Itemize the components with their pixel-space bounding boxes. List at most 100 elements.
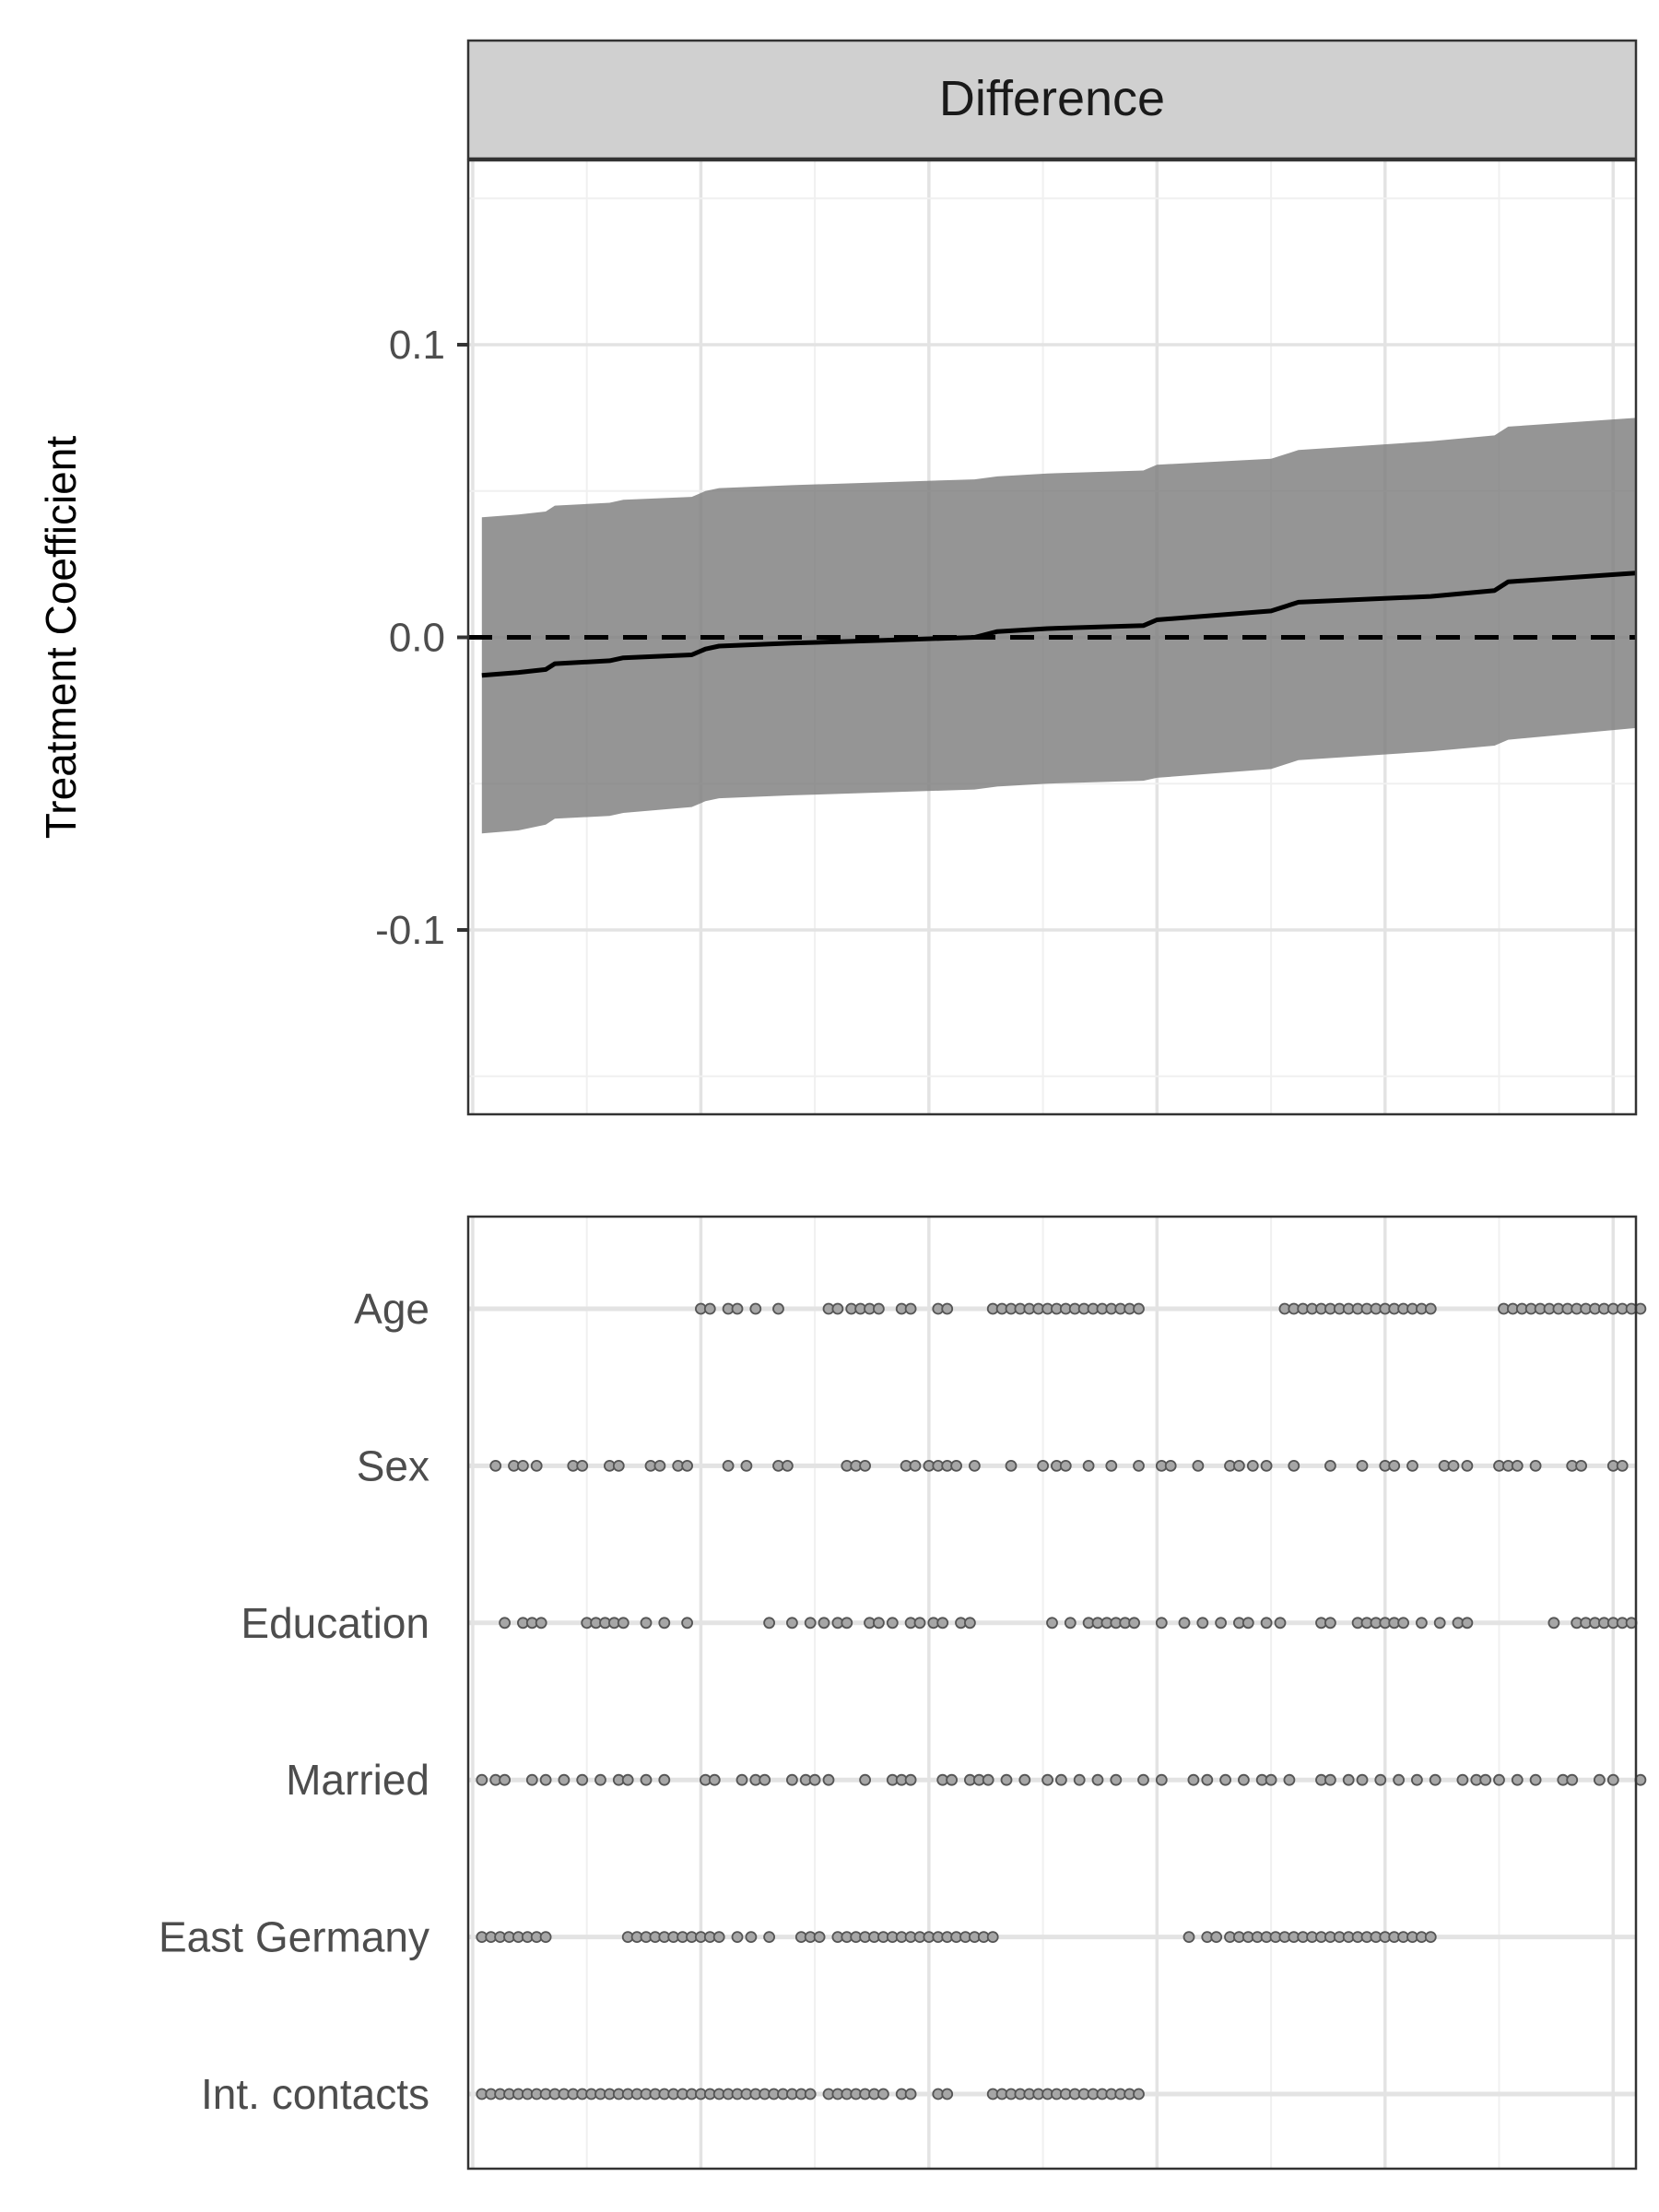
specification-point xyxy=(1547,1617,1560,1630)
specification-point xyxy=(1606,1773,1619,1786)
specification-point xyxy=(804,2088,817,2100)
y-tick-label: -0.1 xyxy=(375,908,445,953)
specification-point xyxy=(982,1773,994,1786)
specification-point xyxy=(576,1460,589,1472)
specification-point xyxy=(558,1773,571,1786)
specification-point xyxy=(535,1617,547,1630)
specification-point xyxy=(1456,1773,1469,1786)
specification-point xyxy=(1246,1460,1259,1472)
specification-point xyxy=(950,1460,962,1472)
specification-point xyxy=(1342,1773,1355,1786)
specification-point xyxy=(653,1460,666,1472)
specification-point xyxy=(1082,1460,1095,1472)
specification-point xyxy=(1511,1773,1524,1786)
y-axis-title: Treatment Coefficient xyxy=(37,436,85,839)
specification-point xyxy=(1288,1460,1300,1472)
specification-point xyxy=(1461,1617,1474,1630)
specification-point xyxy=(1215,1617,1227,1630)
category-label: Age xyxy=(354,1285,429,1333)
specification-point xyxy=(1447,1460,1460,1472)
specification-point xyxy=(873,1617,885,1630)
facet-strip xyxy=(466,39,1638,160)
specification-point xyxy=(873,1302,885,1315)
specification-point xyxy=(1133,1460,1145,1472)
specification-point xyxy=(1133,2088,1145,2100)
specification-point xyxy=(1018,1773,1031,1786)
specification-point xyxy=(886,1617,899,1630)
specification-point xyxy=(1356,1460,1369,1472)
specification-point xyxy=(964,1617,976,1630)
specification-point xyxy=(745,1931,758,1944)
specification-point xyxy=(1055,1773,1067,1786)
specification-point xyxy=(859,1460,871,1472)
specification-point xyxy=(804,1617,817,1630)
coefficient-panel: Difference -0.1 0.0 0.1 Treatment Coeffici… xyxy=(37,39,1638,1116)
specification-point xyxy=(749,1302,762,1315)
specification-point xyxy=(1274,1617,1287,1630)
specification-point xyxy=(1424,1302,1437,1315)
specification-point xyxy=(782,1460,794,1472)
category-axis: Age Sex Education Married East Germany Int. c… xyxy=(159,1285,429,2118)
specification-points xyxy=(476,1302,1647,2100)
category-label: East Germany xyxy=(159,1913,429,1961)
specification-point xyxy=(1000,1773,1013,1786)
specification-point xyxy=(904,2088,917,2100)
specification-point xyxy=(576,1773,589,1786)
specification-point xyxy=(712,1931,725,1944)
specification-point xyxy=(539,1773,552,1786)
specification-point xyxy=(808,1773,821,1786)
specification-point xyxy=(1059,1460,1072,1472)
specification-point xyxy=(1164,1460,1177,1472)
specification-point xyxy=(1105,1460,1118,1472)
specification-point xyxy=(1073,1773,1086,1786)
specification-point xyxy=(1566,1773,1579,1786)
specification-point xyxy=(1241,1617,1254,1630)
specification-point xyxy=(1178,1617,1191,1630)
specification-point xyxy=(904,1773,917,1786)
specification-point xyxy=(1424,1931,1437,1944)
specification-point xyxy=(612,1460,625,1472)
specification-point xyxy=(722,1460,735,1472)
category-label: Married xyxy=(286,1756,429,1804)
specification-point xyxy=(1005,1460,1018,1472)
specification-point xyxy=(1511,1460,1524,1472)
specification-point xyxy=(735,1773,748,1786)
specification-point xyxy=(1388,1460,1401,1472)
specification-point xyxy=(617,1617,629,1630)
specification-point xyxy=(941,1302,954,1315)
specification-point xyxy=(822,1773,835,1786)
specification-point xyxy=(1397,1617,1409,1630)
specification-point xyxy=(1429,1773,1441,1786)
specification-point xyxy=(904,1302,917,1315)
specification-point xyxy=(1479,1773,1492,1786)
specification-point xyxy=(877,2088,889,2100)
specification-point xyxy=(1356,1773,1369,1786)
specification-point xyxy=(1137,1773,1149,1786)
specification-point xyxy=(1529,1773,1542,1786)
specification-point xyxy=(1260,1460,1273,1472)
specification-point xyxy=(969,1460,981,1472)
specification-point xyxy=(763,1931,775,1944)
category-label: Education xyxy=(241,1599,429,1647)
specification-point xyxy=(1192,1460,1205,1472)
specification-point xyxy=(525,1773,538,1786)
specification-point xyxy=(1064,1617,1077,1630)
specification-point xyxy=(759,1773,771,1786)
specification-point xyxy=(1529,1460,1542,1472)
specification-point xyxy=(1411,1773,1423,1786)
specification-point xyxy=(476,1773,488,1786)
specification-point xyxy=(731,1931,744,1944)
specification-point xyxy=(530,1460,543,1472)
specification-point xyxy=(517,1460,529,1472)
specification-point xyxy=(1393,1773,1405,1786)
specification-point xyxy=(1201,1773,1214,1786)
specification-point xyxy=(831,1302,844,1315)
specification-point xyxy=(1260,1617,1273,1630)
specification-point xyxy=(1433,1617,1446,1630)
specification-point xyxy=(1155,1617,1168,1630)
estimate-line xyxy=(481,571,1637,678)
confidence-band xyxy=(481,418,1636,834)
specification-point xyxy=(818,1617,830,1630)
specification-point xyxy=(1046,1617,1058,1630)
specification-point xyxy=(1133,1302,1145,1315)
